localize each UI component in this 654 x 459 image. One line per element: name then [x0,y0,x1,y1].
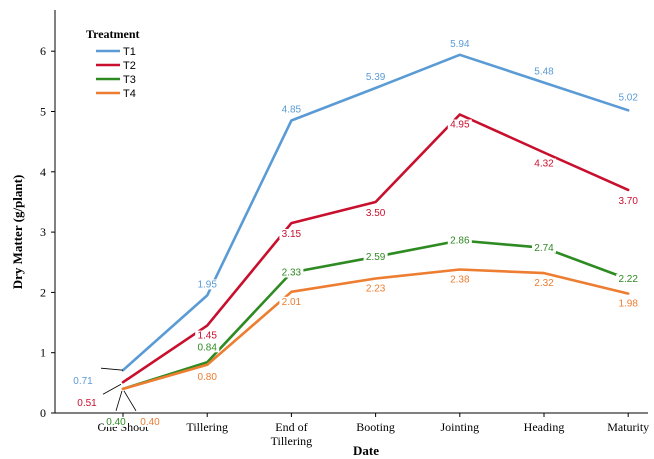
data-label-bg [532,278,556,289]
data-label-bg [363,251,388,262]
data-label-t3: 2.86 [450,236,470,247]
data-label-t3: 0.84 [197,342,217,353]
label-leader-line [100,367,124,371]
legend-label-t3: T3 [123,74,136,86]
legend-label-t2: T2 [123,60,136,72]
data-label-bg [75,398,99,409]
data-label-t4: 2.23 [366,284,386,295]
legend-label-t4: T4 [123,88,136,100]
data-label-t1: 4.85 [282,105,302,116]
y-tick-label: 3 [40,225,46,239]
series-line-t2 [121,113,630,384]
data-label-bg [363,207,388,218]
data-label-bg [71,376,95,387]
label-leader-line [102,383,122,395]
data-label-bg [363,71,388,82]
label-leader-line [123,390,137,412]
data-label-bg [279,267,304,278]
data-label-bg [616,298,641,309]
y-tick-label: 2 [40,285,46,299]
data-label-t3: 2.74 [534,243,554,254]
data-label-bg [104,416,128,427]
x-tick-label: Maturity [607,420,649,434]
data-label-t4: 2.32 [534,278,554,289]
data-label-bg [616,195,641,206]
data-label-t4: 2.01 [282,297,302,308]
data-label-t2: 0.51 [77,398,97,409]
data-label-bg [279,296,304,307]
series-line-t1 [121,53,630,372]
data-label-bg [447,119,472,130]
data-label-t2: 4.95 [450,120,470,131]
data-label-t2: 3.50 [366,208,386,219]
y-tick-label: 6 [40,44,46,58]
data-label-t4: 1.98 [618,299,638,310]
x-tick-label: Tillering [186,420,228,434]
data-label-bg [195,371,220,382]
data-label-bg [532,66,556,77]
data-label-t3: 2.33 [282,268,302,279]
data-label-t4: 2.38 [450,274,470,285]
data-label-t2: 3.15 [282,229,302,240]
data-label-bg [363,283,388,294]
data-label-t2: 4.32 [534,159,554,170]
data-label-t1: 5.94 [450,39,470,50]
y-tick-label: 0 [40,406,46,420]
legend: Treatment T1 T2 T3 T4 [86,27,140,100]
data-label-bg [447,274,472,285]
data-label-bg [532,158,556,169]
y-tick-label: 1 [40,346,46,360]
data-label-t1: 5.39 [366,72,386,83]
data-label-t1: 1.95 [197,279,217,290]
data-label-bg [447,235,472,246]
label-leader-line [115,390,123,411]
legend-label-t1: T1 [123,46,136,58]
data-label-bg [616,274,641,285]
y-tick-label: 4 [40,165,46,179]
x-tick-label: Heading [524,420,565,434]
series-line-t4 [121,268,630,391]
data-label-t3: 0.40 [106,417,126,428]
y-axis-title: Dry Matter (g/plant) [10,175,25,290]
data-label-t2: 1.45 [197,331,217,342]
data-label-bg [616,92,641,103]
data-label-bg [447,38,472,49]
data-label-bg [279,104,304,115]
x-axis-title: Date [353,443,379,458]
x-tick-label: Booting [356,420,395,434]
data-label-t1: 5.48 [534,67,554,78]
data-label-bg [195,342,220,353]
data-label-t3: 2.22 [618,274,638,285]
data-label-bg [279,229,304,240]
x-tick-label: Jointing [440,420,479,434]
data-label-bg [195,330,220,341]
data-label-bg [138,416,162,427]
data-label-bg [532,242,556,253]
data-label-t3: 2.59 [366,252,386,263]
data-label-t1: 0.71 [73,376,93,387]
data-labels: 0.71 1.95 4.85 5.39 5.94 5.48 5.02 0.51 1.45 3.15… [71,38,641,428]
x-tick-label: End of Tillering [271,420,313,448]
data-label-t2: 3.70 [618,196,638,207]
data-label-t1: 5.02 [618,92,638,103]
y-tick-label: 5 [40,105,46,119]
data-label-bg [195,279,220,290]
data-label-t4: 0.40 [140,417,160,428]
data-label-t4: 0.80 [197,372,217,383]
legend-title: Treatment [86,27,140,41]
